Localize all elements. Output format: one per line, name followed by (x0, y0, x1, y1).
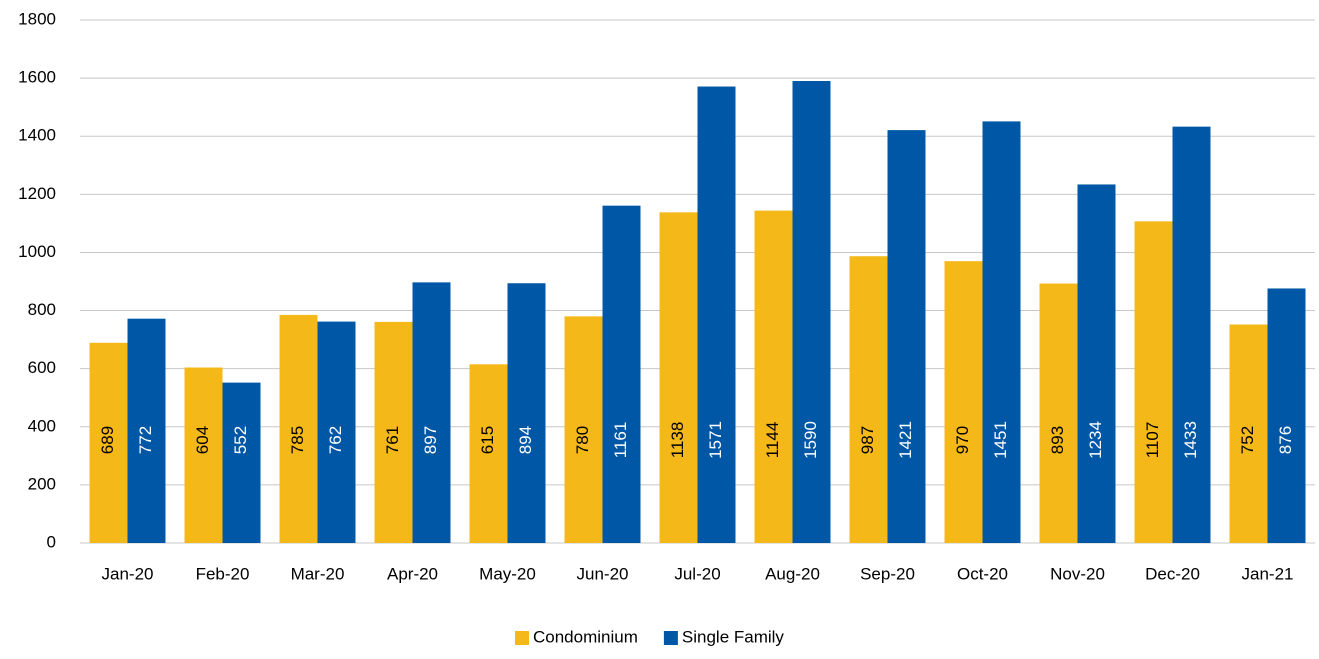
bar (659, 212, 698, 543)
x-tick-label: Jul-20 (674, 564, 720, 583)
x-tick-label: Feb-20 (196, 564, 250, 583)
y-tick-label: 1000 (18, 242, 56, 261)
bar (982, 121, 1021, 543)
bar (1229, 324, 1268, 543)
bar (1134, 221, 1173, 544)
x-tick-label: Apr-20 (387, 564, 438, 583)
y-tick-label: 1400 (18, 126, 56, 145)
x-tick-label: Nov-20 (1050, 564, 1105, 583)
bar (89, 342, 128, 543)
bar (412, 282, 451, 543)
data-label: 615 (478, 426, 497, 454)
data-label: 604 (193, 426, 212, 454)
data-label: 552 (231, 426, 250, 454)
data-label: 772 (136, 426, 155, 454)
bar (317, 321, 356, 543)
bar (564, 316, 603, 543)
bar (1077, 184, 1116, 543)
y-tick-label: 600 (28, 358, 56, 377)
bar (469, 364, 508, 543)
x-tick-label: Jun-20 (577, 564, 629, 583)
data-label: 1234 (1086, 421, 1105, 459)
data-label: 785 (288, 426, 307, 454)
bar (792, 81, 831, 544)
bar (1172, 126, 1211, 544)
bar (222, 382, 261, 543)
x-tick-label: Sep-20 (860, 564, 915, 583)
x-tick-label: May-20 (479, 564, 536, 583)
y-tick-label: 1800 (18, 9, 56, 28)
legend-swatch (515, 631, 529, 645)
y-tick-label: 1600 (18, 68, 56, 87)
y-tick-label: 200 (28, 474, 56, 493)
bar (127, 318, 166, 543)
data-label: 1433 (1181, 421, 1200, 459)
data-label: 897 (421, 426, 440, 454)
data-label: 893 (1048, 426, 1067, 454)
bar (697, 86, 736, 543)
data-label: 1451 (991, 421, 1010, 459)
bar (1039, 283, 1078, 543)
data-label: 761 (383, 426, 402, 454)
y-tick-label: 400 (28, 416, 56, 435)
bar (1267, 288, 1306, 543)
bar (602, 205, 641, 544)
data-label: 1571 (706, 421, 725, 459)
data-label: 1161 (611, 422, 630, 459)
data-label: 689 (98, 426, 117, 454)
bar (754, 210, 793, 544)
legend-label: Condominium (533, 627, 638, 646)
data-label: 1421 (896, 421, 915, 459)
data-label: 1107 (1143, 422, 1162, 459)
data-label: 876 (1276, 426, 1295, 454)
bar (507, 283, 546, 543)
y-tick-label: 1200 (18, 184, 56, 203)
x-tick-label: Dec-20 (1145, 564, 1200, 583)
x-tick-label: Mar-20 (291, 564, 345, 583)
x-tick-label: Oct-20 (957, 564, 1008, 583)
y-tick-label: 0 (47, 532, 56, 551)
bar (184, 367, 223, 543)
data-label: 970 (953, 426, 972, 454)
data-label: 987 (858, 426, 877, 454)
x-tick-label: Jan-21 (1242, 564, 1294, 583)
data-label: 1138 (668, 422, 687, 459)
x-tick-label: Aug-20 (765, 564, 820, 583)
bar (849, 256, 888, 543)
y-tick-label: 800 (28, 300, 56, 319)
data-label: 752 (1238, 426, 1257, 454)
data-label: 762 (326, 426, 345, 454)
legend-label: Single Family (682, 627, 785, 646)
data-label: 780 (573, 426, 592, 454)
data-label: 894 (516, 426, 535, 454)
bar (887, 130, 926, 544)
bar (374, 321, 413, 543)
data-label: 1144 (763, 422, 782, 459)
bar (279, 314, 318, 543)
x-tick-label: Jan-20 (102, 564, 154, 583)
data-label: 1590 (801, 421, 820, 459)
legend-swatch (663, 631, 678, 645)
bar (944, 261, 983, 543)
